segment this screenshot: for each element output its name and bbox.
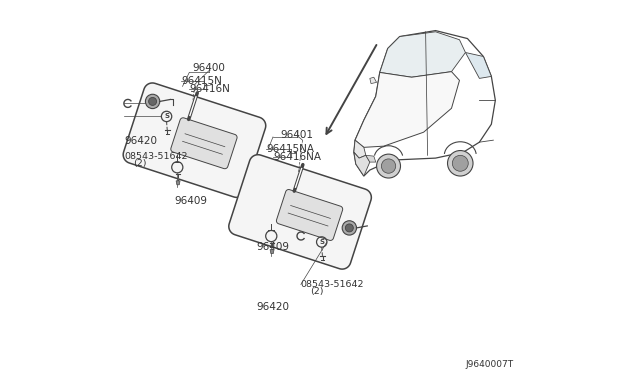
Polygon shape [123,83,266,198]
Text: 96415N: 96415N [181,76,222,86]
Text: S: S [164,113,169,119]
Circle shape [342,221,356,235]
Text: (2): (2) [310,287,324,296]
Text: S: S [319,239,324,245]
Text: (2): (2) [134,159,147,168]
Text: 08543-51642: 08543-51642 [124,152,188,161]
Text: 96401: 96401 [280,131,314,140]
Text: 96420: 96420 [125,136,157,146]
Text: 08543-51642: 08543-51642 [301,280,364,289]
Circle shape [381,159,396,173]
Text: 96415NA: 96415NA [266,144,314,154]
Polygon shape [355,72,460,147]
Text: 96409: 96409 [174,196,207,206]
Circle shape [447,151,473,176]
Text: 96420: 96420 [257,302,289,312]
Circle shape [346,224,353,232]
Polygon shape [228,155,371,269]
Text: 96416NA: 96416NA [273,152,321,162]
Polygon shape [354,140,366,158]
Polygon shape [380,32,465,77]
Polygon shape [354,31,495,176]
Text: 96400: 96400 [193,62,226,73]
Circle shape [145,94,160,109]
Polygon shape [366,155,376,162]
Polygon shape [276,189,342,240]
Polygon shape [171,118,237,169]
Circle shape [148,97,157,105]
Text: 96409: 96409 [257,242,289,252]
Polygon shape [176,181,180,185]
Polygon shape [465,52,492,78]
Text: 96416N: 96416N [189,84,230,94]
Polygon shape [270,250,274,254]
Circle shape [452,155,468,171]
Text: J9640007T: J9640007T [465,360,513,369]
Polygon shape [370,77,376,84]
Circle shape [376,154,401,178]
Polygon shape [354,152,370,176]
